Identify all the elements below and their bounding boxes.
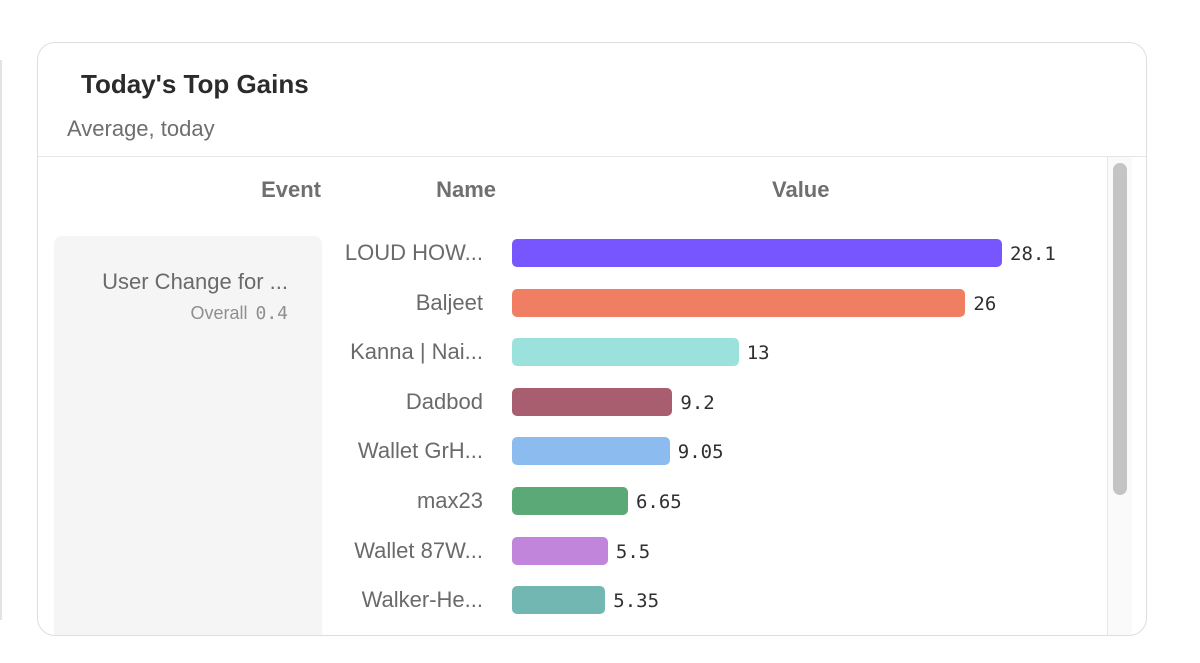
left-panel-edge bbox=[0, 60, 2, 620]
bar-value-label: 9.2 bbox=[680, 391, 715, 414]
bar-label: Wallet 87W... bbox=[354, 537, 483, 563]
scroll-separator bbox=[1107, 157, 1108, 635]
bar-value-label: 5.35 bbox=[613, 590, 660, 613]
bar[interactable] bbox=[512, 487, 628, 515]
event-cell[interactable]: User Change for ... Overall 0.4 bbox=[54, 236, 322, 635]
bar-value-label: 6.65 bbox=[635, 491, 682, 513]
card-subtitle: Average, today bbox=[67, 116, 215, 141]
column-header-value[interactable]: Value bbox=[772, 177, 830, 202]
column-header-event[interactable]: Event bbox=[261, 177, 321, 202]
event-label: User Change for ... bbox=[102, 269, 288, 294]
bar-value-label: 9.05 bbox=[677, 441, 724, 464]
bar-label: LOUD HOW... bbox=[344, 240, 483, 265]
bar[interactable] bbox=[512, 536, 608, 565]
header-divider bbox=[38, 156, 1146, 157]
overall-label: Overall bbox=[190, 303, 248, 323]
bar-label: Baljeet bbox=[415, 289, 483, 315]
card-title: Today's Top Gains bbox=[81, 69, 309, 99]
top-gains-card: Today's Top Gains Average, today Event N… bbox=[37, 42, 1147, 636]
bar-value-label: 28.1 bbox=[1010, 243, 1056, 265]
bar[interactable] bbox=[512, 387, 673, 416]
overall-value: 0.4 bbox=[255, 303, 288, 324]
scrollbar-thumb[interactable] bbox=[1113, 163, 1127, 495]
bar-label: Walker-He... bbox=[361, 587, 483, 613]
event-overall: Overall 0.4 bbox=[190, 303, 288, 324]
bar-value-label: 13 bbox=[746, 342, 770, 365]
bar-value-label: 26 bbox=[973, 292, 997, 315]
bar[interactable] bbox=[512, 338, 739, 367]
column-header-name[interactable]: Name bbox=[436, 177, 496, 202]
bar-label: Kanna | Nai... bbox=[350, 339, 483, 365]
bar[interactable] bbox=[512, 288, 966, 317]
bar[interactable] bbox=[512, 437, 670, 466]
bar[interactable] bbox=[512, 239, 1002, 267]
bar-value-label: 5.5 bbox=[615, 540, 651, 563]
bar-label: Dadbod bbox=[405, 388, 483, 414]
bar-label: max23 bbox=[416, 488, 483, 513]
bar-label: Wallet GrH... bbox=[357, 438, 483, 464]
bar[interactable] bbox=[512, 586, 606, 615]
